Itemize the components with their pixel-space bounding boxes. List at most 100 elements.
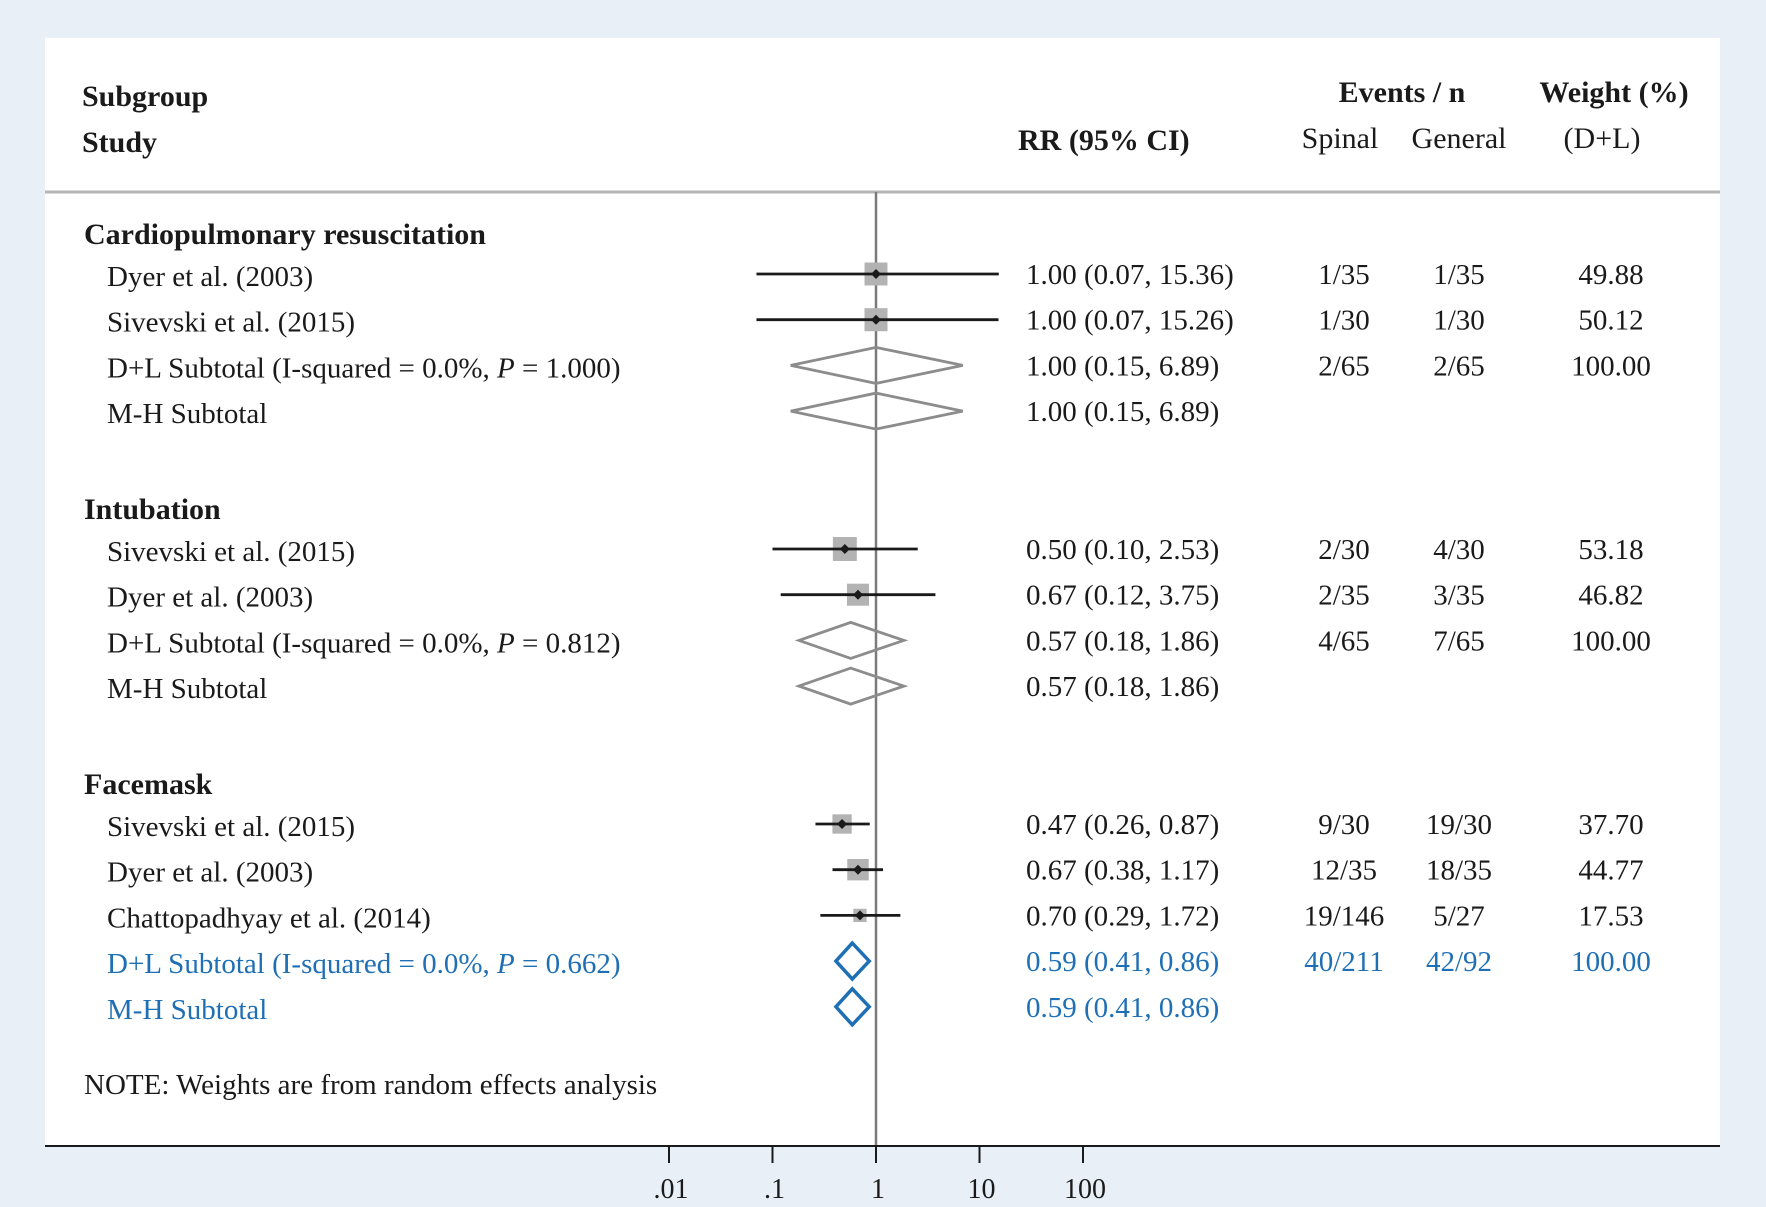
- pooled-diamond: [833, 940, 872, 982]
- header-spinal: Spinal: [1302, 122, 1379, 155]
- point-estimate: [871, 269, 881, 279]
- rr-ci-value: 0.57 (0.18, 1.86): [1026, 671, 1219, 703]
- study-row: Dyer et al. (2003) 1.00 (0.07, 15.36) 1/35…: [107, 259, 1644, 293]
- row-label: Sivevski et al. (2015): [107, 811, 355, 843]
- spinal-events: 4/65: [1318, 625, 1370, 657]
- row-label: M-H Subtotal: [107, 673, 267, 705]
- subgroup-title: Cardiopulmonary resuscitation: [84, 218, 486, 251]
- rr-ci-value: 1.00 (0.15, 6.89): [1026, 396, 1219, 428]
- general-events: 7/65: [1433, 625, 1485, 657]
- general-events: 5/27: [1433, 900, 1485, 932]
- row-label: Dyer et al. (2003): [107, 261, 313, 293]
- subgroup-block: Cardiopulmonary resuscitation Dyer et al.…: [84, 218, 1651, 430]
- x-tick-label: 1: [871, 1174, 885, 1205]
- subtotal-row: M-H Subtotal 0.57 (0.18, 1.86): [107, 671, 1219, 705]
- general-events: 42/92: [1426, 946, 1492, 978]
- spinal-events: 12/35: [1311, 855, 1377, 887]
- row-label: M-H Subtotal: [107, 994, 267, 1026]
- rr-ci-value: 0.57 (0.18, 1.86): [1026, 625, 1219, 657]
- x-tick-label: .01: [654, 1174, 689, 1205]
- subgroup-title: Facemask: [84, 768, 213, 801]
- spinal-events: 1/35: [1318, 259, 1370, 291]
- row-label: Sivevski et al. (2015): [107, 307, 355, 339]
- spinal-events: 2/30: [1318, 534, 1370, 566]
- spinal-events: 19/146: [1304, 900, 1385, 932]
- spinal-events: 1/30: [1318, 305, 1370, 337]
- study-row: Dyer et al. (2003) 0.67 (0.12, 3.75) 2/35 3…: [107, 580, 1644, 614]
- study-row: Sivevski et al. (2015) 0.47 (0.26, 0.87) 9…: [107, 809, 1644, 843]
- general-events: 4/30: [1433, 534, 1485, 566]
- general-events: 1/35: [1433, 259, 1485, 291]
- general-events: 2/65: [1433, 350, 1485, 382]
- x-axis: .01 .1 1 10 100: [654, 1146, 1106, 1205]
- weight-value: 49.88: [1578, 259, 1643, 291]
- row-label: M-H Subtotal: [107, 398, 267, 430]
- weight-value: 100.00: [1571, 946, 1651, 978]
- plot-rows: Cardiopulmonary resuscitation Dyer et al.…: [84, 218, 1651, 1026]
- row-label: Dyer et al. (2003): [107, 582, 313, 614]
- weight-value: 50.12: [1578, 305, 1643, 337]
- rr-ci-value: 0.70 (0.29, 1.72): [1026, 900, 1219, 932]
- point-estimate: [854, 910, 865, 921]
- spinal-events: 2/35: [1318, 580, 1370, 612]
- x-tick-label: 10: [968, 1174, 996, 1205]
- header-weight-method: (D+L): [1564, 122, 1641, 155]
- row-label: Sivevski et al. (2015): [107, 536, 355, 568]
- rr-ci-value: 0.67 (0.38, 1.17): [1026, 855, 1219, 887]
- weights-note: NOTE: Weights are from random effects an…: [84, 1069, 657, 1101]
- subgroup-title: Intubation: [84, 493, 221, 526]
- weight-value: 37.70: [1578, 809, 1643, 841]
- header-weight: Weight (%): [1539, 76, 1688, 109]
- weight-value: 44.77: [1578, 855, 1643, 887]
- header-rr-ci: RR (95% CI): [1018, 124, 1190, 157]
- point-estimate: [871, 314, 881, 325]
- p-label: P: [496, 627, 515, 659]
- rr-ci-value: 0.50 (0.10, 2.53): [1026, 534, 1219, 566]
- header-study: Study: [82, 126, 157, 159]
- plot-panel: [45, 38, 1720, 1146]
- row-label: Dyer et al. (2003): [107, 857, 313, 889]
- pooled-diamond: [794, 666, 909, 706]
- x-tick-label: 100: [1064, 1174, 1106, 1205]
- weight-value: 46.82: [1578, 580, 1643, 612]
- general-events: 19/30: [1426, 809, 1492, 841]
- plot-marks: [756, 192, 999, 1146]
- pooled-diamond: [790, 345, 964, 385]
- header-events-n: Events / n: [1339, 76, 1466, 109]
- general-events: 18/35: [1426, 855, 1492, 887]
- rr-ci-value: 1.00 (0.15, 6.89): [1026, 350, 1219, 382]
- weight-value: 17.53: [1578, 900, 1643, 932]
- row-label: D+L Subtotal (I-squared = 0.0%, P = 1.00…: [107, 352, 621, 384]
- p-label: P: [496, 352, 515, 384]
- point-estimate: [839, 544, 850, 554]
- x-tick-label: .1: [764, 1174, 785, 1205]
- subtotal-row: M-H Subtotal 0.59 (0.41, 0.86): [107, 992, 1219, 1026]
- pooled-diamond: [833, 986, 872, 1028]
- subgroup-block: Intubation Sivevski et al. (2015) 0.50 (0.…: [84, 493, 1651, 705]
- pooled-diamond: [790, 391, 964, 431]
- study-row: Sivevski et al. (2015) 1.00 (0.07, 15.26)…: [107, 305, 1644, 339]
- general-events: 3/35: [1433, 580, 1485, 612]
- rr-ci-value: 0.59 (0.41, 0.86): [1026, 946, 1219, 978]
- header-general: General: [1412, 122, 1507, 155]
- row-label: Chattopadhyay et al. (2014): [107, 902, 431, 934]
- weight-value: 100.00: [1571, 625, 1651, 657]
- point-estimate: [837, 819, 848, 829]
- rr-ci-value: 1.00 (0.07, 15.26): [1026, 305, 1234, 337]
- spinal-events: 2/65: [1318, 350, 1370, 382]
- subtotal-row: D+L Subtotal (I-squared = 0.0%, P = 0.66…: [107, 946, 1651, 980]
- pooled-diamond: [794, 620, 909, 660]
- row-label: D+L Subtotal (I-squared = 0.0%, P = 0.66…: [107, 948, 621, 980]
- p-label: P: [496, 948, 515, 980]
- subtotal-row: D+L Subtotal (I-squared = 0.0%, P = 0.81…: [107, 625, 1651, 659]
- study-row: Dyer et al. (2003) 0.67 (0.38, 1.17) 12/35…: [107, 855, 1644, 889]
- subtotal-row: M-H Subtotal 1.00 (0.15, 6.89): [107, 396, 1219, 430]
- general-events: 1/30: [1433, 305, 1485, 337]
- rr-ci-value: 0.67 (0.12, 3.75): [1026, 580, 1219, 612]
- point-estimate: [852, 589, 863, 600]
- point-estimate: [852, 864, 863, 875]
- rr-ci-value: 0.47 (0.26, 0.87): [1026, 809, 1219, 841]
- study-row: Chattopadhyay et al. (2014) 0.70 (0.29, 1…: [107, 900, 1644, 934]
- column-headers: Subgroup Study RR (95% CI) Events / n We…: [82, 76, 1689, 159]
